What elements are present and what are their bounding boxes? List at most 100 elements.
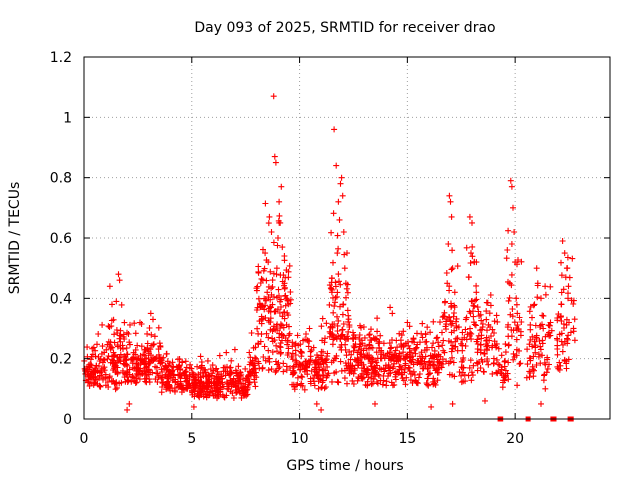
data-point — [212, 392, 218, 399]
data-point — [245, 379, 252, 386]
data-point — [569, 255, 576, 262]
data-point — [328, 289, 335, 296]
data-point — [538, 295, 544, 302]
data-point — [529, 333, 536, 340]
data-point — [372, 373, 379, 380]
data-point — [514, 310, 521, 317]
data-point — [289, 350, 296, 357]
data-point — [366, 331, 373, 338]
data-point — [493, 312, 500, 319]
data-point — [346, 366, 353, 373]
data-point — [213, 381, 220, 388]
data-point — [524, 361, 531, 368]
data-point — [340, 321, 347, 327]
data-point — [458, 358, 465, 365]
data-point — [236, 376, 243, 383]
data-point — [516, 361, 523, 367]
data-point — [286, 262, 293, 269]
data-point — [153, 354, 160, 361]
data-point — [251, 376, 258, 383]
data-point — [558, 330, 565, 337]
data-point — [398, 342, 405, 349]
data-point — [86, 383, 93, 389]
data-point — [204, 357, 211, 364]
data-point — [258, 275, 265, 282]
data-point — [142, 360, 149, 366]
data-point — [422, 330, 429, 337]
data-point — [474, 367, 481, 374]
data-point — [319, 356, 326, 363]
data-point — [149, 357, 156, 364]
data-point — [489, 326, 496, 333]
data-point — [147, 352, 154, 359]
data-point — [196, 389, 203, 396]
data-point — [537, 346, 544, 353]
data-point — [491, 338, 498, 345]
data-point — [508, 241, 515, 247]
data-point — [396, 330, 403, 337]
data-point — [434, 369, 441, 376]
data-point — [546, 361, 552, 368]
data-point — [369, 358, 376, 365]
data-point — [480, 368, 487, 375]
data-point — [375, 340, 382, 347]
data-point — [448, 266, 455, 273]
data-point — [423, 346, 430, 353]
data-point — [91, 379, 98, 386]
data-point — [542, 333, 549, 340]
data-point — [344, 380, 350, 387]
data-point — [554, 336, 561, 343]
data-point — [443, 358, 450, 365]
data-point — [262, 314, 269, 321]
data-point — [294, 332, 301, 339]
data-point — [126, 400, 133, 407]
data-point — [328, 279, 335, 286]
data-point — [267, 268, 274, 275]
data-point — [486, 310, 493, 317]
data-point — [360, 367, 367, 374]
data-point — [81, 365, 88, 372]
data-point — [565, 283, 572, 290]
data-point — [364, 366, 371, 373]
data-point — [274, 348, 280, 355]
data-point — [290, 368, 297, 375]
data-point — [475, 308, 482, 315]
data-point — [467, 357, 474, 364]
data-point — [252, 383, 259, 390]
data-point — [195, 371, 202, 378]
data-point — [373, 349, 380, 356]
data-point — [345, 316, 352, 323]
data-point — [105, 353, 112, 359]
data-point — [418, 349, 425, 356]
data-point — [278, 349, 284, 356]
data-point — [166, 384, 173, 391]
data-point — [561, 338, 568, 345]
data-point — [125, 377, 132, 384]
data-point — [508, 183, 515, 190]
data-point — [322, 335, 328, 342]
data-point — [144, 330, 151, 337]
data-point — [294, 381, 301, 388]
data-point — [444, 280, 451, 287]
data-point — [111, 331, 118, 338]
data-point — [216, 352, 223, 359]
data-point — [296, 366, 303, 373]
data-point — [149, 369, 156, 376]
data-point — [485, 361, 492, 368]
data-point — [507, 311, 514, 318]
data-point — [511, 353, 518, 360]
data-point — [327, 324, 334, 331]
data-point — [527, 303, 534, 310]
data-point — [470, 302, 477, 309]
data-point — [341, 334, 348, 341]
data-point — [257, 280, 264, 286]
data-point — [246, 349, 253, 356]
data-point — [277, 272, 284, 279]
data-point — [380, 340, 387, 347]
data-point — [95, 331, 102, 337]
data-point — [354, 357, 361, 364]
data-point — [334, 322, 341, 329]
data-point — [502, 357, 509, 364]
data-point — [281, 280, 288, 287]
